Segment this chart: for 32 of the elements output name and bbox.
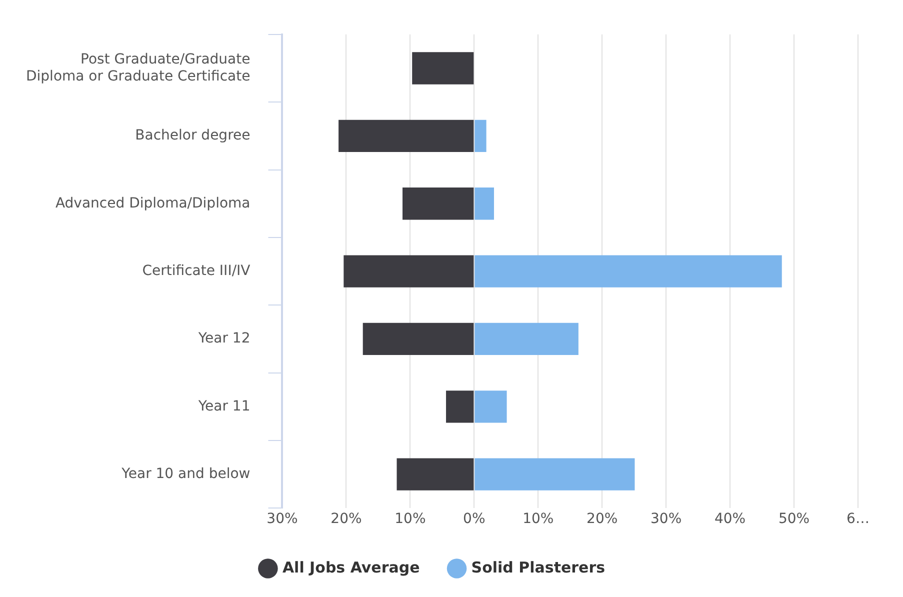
bar — [474, 322, 578, 356]
bar — [362, 322, 474, 356]
x-tick-label: 30% — [266, 511, 298, 528]
y-tick-label: Year 11 — [197, 398, 250, 414]
bar — [474, 188, 494, 220]
y-tick-label: Year 10 and below — [120, 466, 250, 482]
bar — [396, 458, 474, 490]
bar — [474, 120, 486, 152]
x-tick-label: 30% — [650, 511, 682, 528]
x-tick-label: 40% — [714, 511, 746, 528]
bar — [474, 255, 782, 288]
bar — [344, 255, 474, 288]
legend-label: All Jobs Average — [282, 558, 420, 576]
bar — [402, 188, 474, 220]
bar — [474, 390, 507, 423]
y-tick-label: Post Graduate/Graduate Diploma or Graduate Certificate — [26, 51, 250, 84]
y-tick-label: Bachelor degree — [135, 128, 250, 144]
x-tick-label: 20% — [330, 511, 362, 528]
x-tick-label: 50% — [778, 511, 810, 528]
legend-label: Solid Plasterers — [471, 558, 606, 576]
x-tick-label: 10% — [522, 511, 554, 528]
x-tick-label: 6… — [846, 511, 870, 528]
y-tick-label: Certificate III/IV — [142, 262, 251, 279]
bar — [446, 390, 474, 423]
bar — [412, 52, 474, 84]
y-tick-label: Advanced Diploma/Diploma — [55, 195, 250, 212]
x-tick-label: 10% — [394, 511, 426, 528]
y-tick-label: Year 12 — [197, 330, 250, 347]
x-tick-label: 0% — [463, 511, 486, 528]
bar — [474, 458, 635, 490]
bar — [338, 120, 474, 152]
x-tick-label: 20% — [586, 511, 618, 528]
